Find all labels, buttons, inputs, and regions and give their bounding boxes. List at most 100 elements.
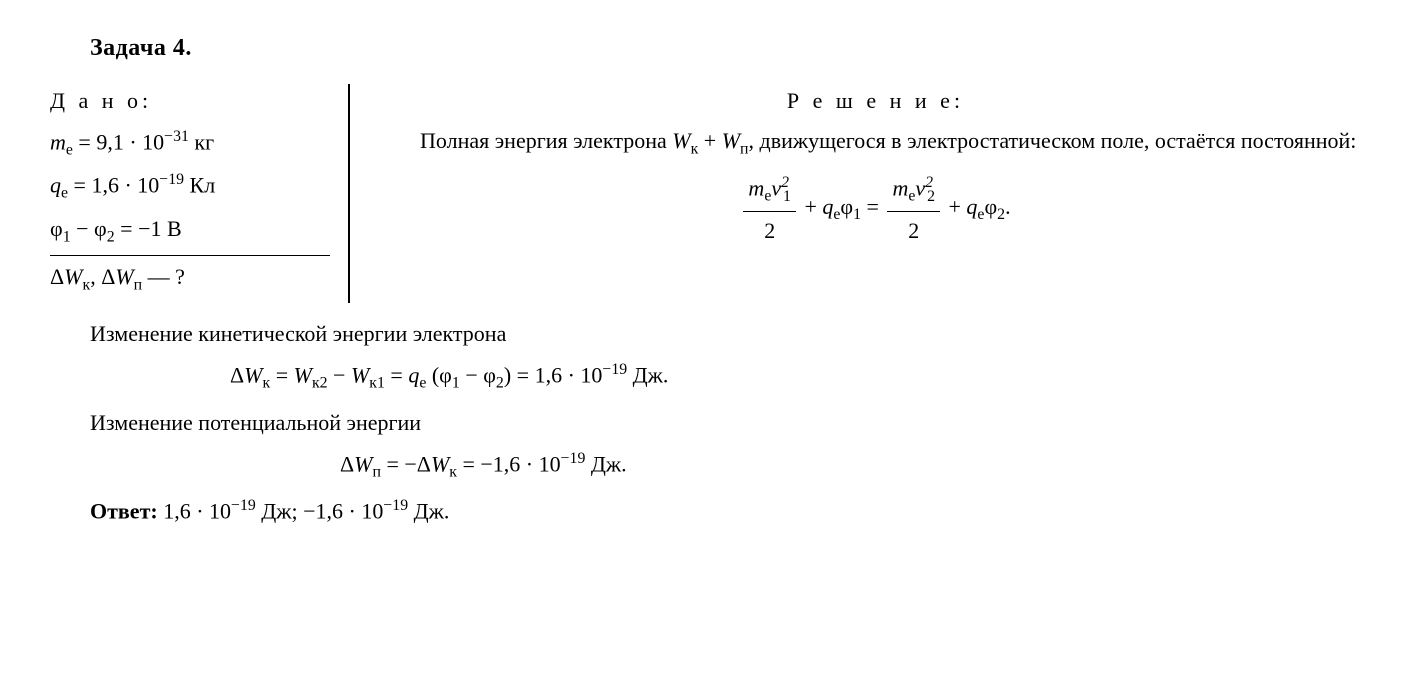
frac1-den: 2: [743, 212, 796, 247]
v1: v: [771, 176, 781, 201]
equals: =: [861, 194, 884, 219]
charge-symbol: q: [50, 173, 61, 198]
find-p: п: [134, 277, 142, 294]
k-popen: (φ: [426, 363, 452, 388]
m1: m: [748, 176, 764, 201]
ans-e2: −19: [383, 497, 408, 514]
given-section: Д а н о: me = 9,1 · 10−31 кг qe = 1,6 · …: [50, 84, 350, 303]
ans-v1: 1,6 · 10: [163, 499, 231, 524]
k-2: 2: [496, 375, 504, 392]
charge-sub: e: [61, 185, 68, 202]
k-q: q: [408, 363, 419, 388]
phi-minus: − φ: [71, 216, 107, 241]
phi1-sub: 1: [63, 228, 71, 245]
solution-section: Р е ш е н и е: Полная энергия электрона …: [350, 84, 1371, 303]
answer-label: Ответ:: [90, 499, 163, 524]
phi2-sub: 2: [107, 228, 115, 245]
ans-u2: Дж.: [408, 499, 449, 524]
charge-unit: Кл: [184, 173, 215, 198]
mass-value: = 9,1 · 10: [73, 129, 164, 154]
k-w2: W: [294, 363, 312, 388]
q2: q: [966, 194, 977, 219]
ans-u1: Дж;: [256, 499, 303, 524]
mass-sub: e: [66, 142, 73, 159]
find-comma: , Δ: [90, 264, 115, 289]
charge-value: = 1,6 · 10: [68, 173, 159, 198]
mass-unit: кг: [189, 129, 214, 154]
solution-label: Р е ш е н и е:: [380, 84, 1371, 117]
plus2: +: [943, 194, 966, 219]
frac1: mev21 2: [743, 171, 796, 246]
k-minus2: − φ: [460, 363, 496, 388]
k-exp: −19: [602, 361, 627, 378]
given-mass: me = 9,1 · 10−31 кг: [50, 125, 330, 162]
period: .: [1005, 194, 1011, 219]
kinetic-text: Изменение кинетической энергии электрона: [50, 317, 1371, 350]
p-delta: Δ: [340, 451, 354, 476]
p-val: = −1,6 · 10: [457, 451, 561, 476]
answer-line: Ответ: 1,6 · 10−19 Дж; −1,6 · 10−19 Дж.: [50, 494, 1371, 527]
sub2: 2: [927, 188, 935, 205]
p-ksub: к: [449, 463, 457, 480]
k-k1: к1: [369, 375, 385, 392]
phi2sub: 2: [997, 207, 1005, 224]
frac2-num: mev22: [887, 171, 940, 211]
phi-unit: В: [167, 216, 182, 241]
k-pclose: ) = 1,6 · 10: [504, 363, 603, 388]
charge-exp: −19: [159, 171, 184, 188]
p-exp: −19: [561, 450, 586, 467]
frac2-den: 2: [887, 212, 940, 247]
given-charge: qe = 1,6 · 10−19 Кл: [50, 168, 330, 205]
phi2eq: φ: [984, 194, 997, 219]
p-unit: Дж.: [585, 451, 626, 476]
given-phi: φ1 − φ2 = −1 В: [50, 212, 330, 249]
k-eq1: =: [270, 363, 293, 388]
p-w2: W: [431, 451, 449, 476]
kinetic-eq: ΔWк = Wк2 − Wк1 = qe (φ1 − φ2) = 1,6 · 1…: [230, 358, 1371, 395]
find-w2: W: [115, 264, 133, 289]
wp: W: [722, 128, 740, 153]
phi1sub: 1: [853, 207, 861, 224]
phi-val: = −1: [115, 216, 167, 241]
k-w1: W: [351, 363, 369, 388]
p-w: W: [354, 451, 372, 476]
k-k2: к2: [312, 375, 328, 392]
k-delta: Δ: [230, 363, 244, 388]
potential-eq: ΔWп = −ΔWк = −1,6 · 10−19 Дж.: [340, 447, 1371, 484]
find-w1: W: [64, 264, 82, 289]
find-q: — ?: [142, 264, 185, 289]
mass-symbol: m: [50, 129, 66, 154]
solution-text1: Полная энергия электрона Wк + Wп, дви­жу…: [380, 125, 1371, 161]
m2: m: [892, 176, 908, 201]
k-1: 1: [452, 375, 460, 392]
text1b: , дви­жущегося в электростатическом поле…: [749, 128, 1357, 153]
p-psub: п: [372, 463, 380, 480]
phi1eq: φ: [840, 194, 853, 219]
potential-text: Изменение потенциальной энергии: [50, 406, 1371, 439]
phi1: φ: [50, 216, 63, 241]
text1a: Полная энергия электрона: [420, 128, 672, 153]
v2: v: [915, 176, 925, 201]
q1: q: [822, 194, 833, 219]
find-delta1: Δ: [50, 264, 64, 289]
sub1: 1: [783, 188, 791, 205]
k-minus: −: [328, 363, 351, 388]
problem-title: Задача 4.: [90, 30, 1371, 66]
frac2: mev22 2: [887, 171, 940, 246]
k-unit: Дж.: [627, 363, 668, 388]
plus1: +: [799, 194, 822, 219]
top-section: Д а н о: me = 9,1 · 10−31 кг qe = 1,6 · …: [50, 84, 1371, 303]
ans-v2: −1,6 · 10: [303, 499, 383, 524]
main-equation: mev21 2 + qeφ1 = mev22 2 + qeφ2.: [380, 171, 1371, 246]
wk: W: [672, 128, 690, 153]
mass-exp: −31: [164, 128, 189, 145]
frac1-num: mev21: [743, 171, 796, 211]
given-find: ΔWк, ΔWп — ?: [50, 255, 330, 297]
k-eq2: =: [385, 363, 408, 388]
plus: +: [698, 128, 721, 153]
p-eq: = −Δ: [381, 451, 431, 476]
wp-sub: п: [740, 140, 748, 157]
given-label: Д а н о:: [50, 84, 330, 117]
ans-e1: −19: [231, 497, 256, 514]
k-w: W: [244, 363, 262, 388]
